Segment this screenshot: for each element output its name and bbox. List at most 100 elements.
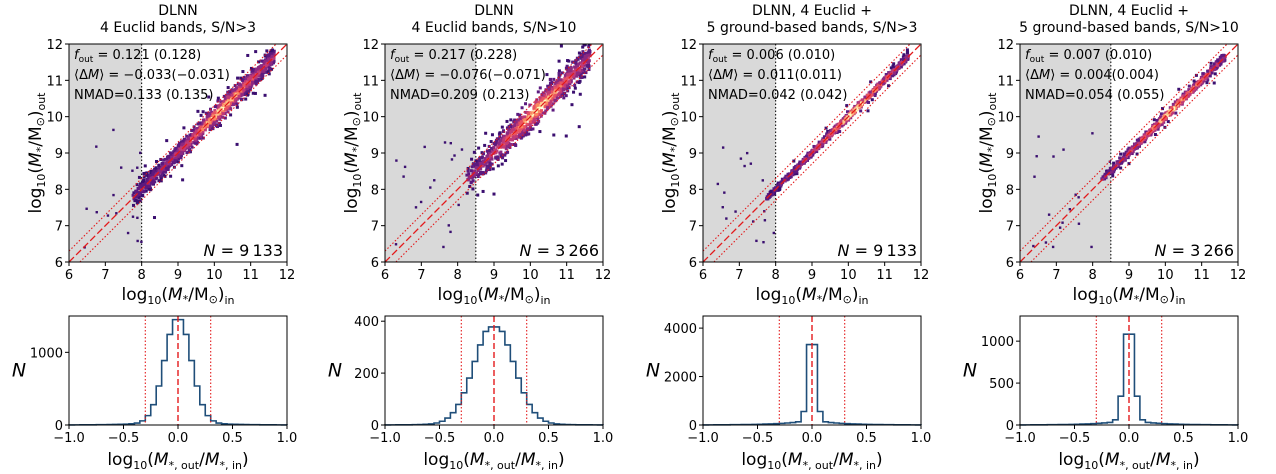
density-point bbox=[490, 157, 494, 161]
f-out-annotation: fout = 0.007 (0.010) bbox=[1025, 48, 1152, 65]
x-tick-label: 0.5 bbox=[856, 431, 877, 446]
density-point bbox=[246, 80, 250, 84]
density-point bbox=[1149, 133, 1153, 137]
density-point bbox=[552, 133, 556, 137]
density-point bbox=[1164, 116, 1168, 120]
density-point bbox=[786, 177, 790, 181]
density-point bbox=[783, 176, 787, 180]
density-point bbox=[820, 143, 824, 147]
outlier-point bbox=[1035, 155, 1038, 158]
density-point bbox=[495, 157, 499, 161]
density-point bbox=[248, 85, 252, 89]
density-point bbox=[268, 60, 272, 64]
density-point bbox=[509, 137, 513, 141]
density-point bbox=[479, 172, 483, 176]
density-point bbox=[891, 74, 895, 78]
density-point bbox=[1176, 101, 1180, 105]
outlier-point bbox=[443, 141, 447, 144]
density-point bbox=[557, 69, 561, 73]
density-point bbox=[257, 60, 261, 64]
density-point bbox=[539, 113, 543, 117]
density-point bbox=[785, 175, 789, 179]
y-tick-label: 7 bbox=[371, 220, 379, 235]
density-point bbox=[792, 159, 796, 163]
density-point bbox=[249, 66, 253, 70]
y-tick-label: 400 bbox=[354, 315, 379, 330]
density-point bbox=[550, 81, 554, 85]
density-point bbox=[197, 129, 201, 133]
density-point bbox=[140, 180, 144, 184]
density-point bbox=[545, 73, 549, 77]
density-point bbox=[165, 155, 169, 159]
density-point bbox=[786, 174, 790, 178]
density-point bbox=[569, 66, 573, 70]
y-tick-label: 0 bbox=[1006, 419, 1014, 434]
density-point bbox=[478, 158, 482, 162]
density-point bbox=[145, 173, 149, 177]
outlier-point bbox=[449, 230, 452, 234]
density-point bbox=[559, 44, 563, 48]
density-point bbox=[242, 75, 246, 79]
density-point bbox=[186, 137, 190, 141]
outlier-point bbox=[1032, 244, 1035, 248]
density-point bbox=[182, 148, 186, 152]
y-tick-label: 4000 bbox=[664, 322, 697, 337]
density-point bbox=[531, 110, 535, 114]
density-point bbox=[187, 135, 191, 139]
density-point bbox=[575, 56, 579, 60]
density-point bbox=[216, 99, 220, 103]
density-point bbox=[207, 95, 211, 99]
density-point bbox=[568, 82, 572, 86]
density-point bbox=[558, 94, 562, 98]
density-point bbox=[481, 189, 485, 193]
density-point bbox=[231, 100, 235, 104]
density-point bbox=[858, 100, 862, 104]
density-point bbox=[1211, 64, 1215, 68]
density-point bbox=[538, 106, 542, 110]
density-point bbox=[491, 167, 495, 171]
density-point bbox=[144, 186, 148, 190]
density-point bbox=[562, 96, 566, 100]
density-point bbox=[540, 109, 544, 113]
density-point bbox=[519, 121, 523, 125]
density-point bbox=[188, 149, 192, 153]
density-point bbox=[511, 135, 515, 139]
density-point bbox=[266, 54, 270, 58]
density-point bbox=[221, 115, 225, 119]
density-point bbox=[514, 136, 518, 140]
density-point bbox=[228, 93, 232, 97]
density-point bbox=[228, 90, 232, 94]
x-tick-label: 12 bbox=[913, 268, 930, 283]
outlier-point bbox=[95, 145, 98, 148]
density-point bbox=[148, 173, 152, 177]
density-point bbox=[516, 112, 520, 116]
density-point bbox=[475, 163, 479, 167]
x-tick-label: 9 bbox=[808, 268, 816, 283]
density-point bbox=[572, 72, 576, 76]
density-point bbox=[241, 81, 245, 85]
density-point bbox=[168, 158, 172, 162]
density-point bbox=[826, 129, 830, 133]
y-tick-label: 7 bbox=[55, 220, 63, 235]
density-point bbox=[247, 78, 251, 82]
density-point bbox=[132, 197, 136, 201]
density-point bbox=[1160, 120, 1164, 124]
density-point bbox=[134, 195, 138, 199]
density-point bbox=[1153, 133, 1157, 137]
density-point bbox=[239, 85, 243, 89]
density-point bbox=[817, 140, 821, 144]
density-point bbox=[586, 56, 590, 60]
density-point bbox=[210, 110, 214, 114]
density-point bbox=[207, 114, 211, 118]
density-point bbox=[502, 138, 506, 142]
density-point bbox=[226, 95, 230, 99]
outlier-point bbox=[1052, 155, 1055, 158]
density-point bbox=[1137, 142, 1141, 146]
panel-subtitle: 4 Euclid bands, S/N>10 bbox=[412, 20, 577, 36]
density-point bbox=[1142, 140, 1146, 144]
density-point bbox=[470, 157, 474, 161]
density-point bbox=[554, 99, 558, 103]
panel-subtitle: 4 Euclid bands, S/N>3 bbox=[100, 20, 256, 36]
density-point bbox=[798, 162, 802, 166]
density-point bbox=[145, 171, 149, 175]
